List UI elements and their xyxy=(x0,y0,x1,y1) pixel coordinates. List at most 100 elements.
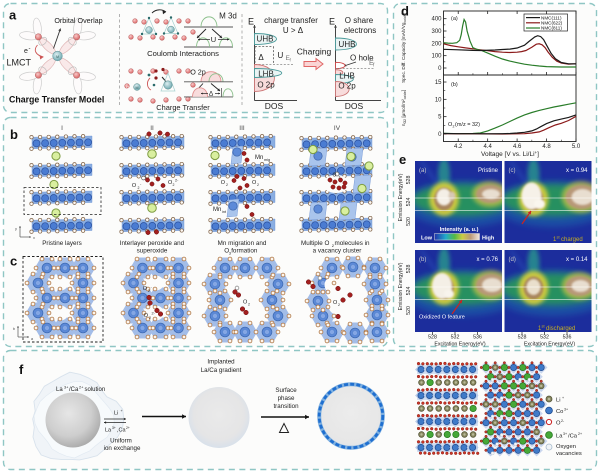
svg-text:M: M xyxy=(56,55,59,59)
svg-text:f: f xyxy=(290,58,292,63)
svg-text:NMC(811): NMC(811) xyxy=(541,26,562,31)
svg-text:528: 528 xyxy=(406,265,412,274)
svg-text:(a): (a) xyxy=(451,16,458,22)
svg-text:,Ca: ,Ca xyxy=(117,428,127,434)
svg-text:f: f xyxy=(373,63,375,69)
svg-text:(b): (b) xyxy=(451,82,458,88)
svg-text:I: I xyxy=(61,125,63,132)
svg-text:Mn migration and: Mn migration and xyxy=(218,240,267,247)
svg-text:2: 2 xyxy=(257,183,259,187)
svg-text:c: c xyxy=(10,254,17,269)
svg-text:-: - xyxy=(151,284,153,289)
svg-text:Implanted: Implanted xyxy=(207,359,235,366)
svg-text:UHB: UHB xyxy=(339,40,356,49)
svg-text:II: II xyxy=(150,125,154,132)
svg-text:Surface: Surface xyxy=(275,387,297,394)
svg-text:Co: Co xyxy=(556,409,563,415)
svg-text:IV: IV xyxy=(334,125,341,132)
svg-text:/Ca: /Ca xyxy=(69,387,79,393)
svg-text:E: E xyxy=(248,17,254,27)
svg-text:400: 400 xyxy=(431,17,442,23)
svg-text:2: 2 xyxy=(339,176,341,180)
svg-text:a: a xyxy=(9,8,17,23)
svg-text:4.4: 4.4 xyxy=(483,144,492,150)
svg-text:Uniform: Uniform xyxy=(110,438,132,445)
svg-text:2+: 2+ xyxy=(79,386,84,390)
svg-text:int: int xyxy=(222,210,227,214)
svg-text:O: O xyxy=(132,183,137,189)
svg-text:a vacancy cluster: a vacancy cluster xyxy=(313,248,362,255)
svg-text:4.6: 4.6 xyxy=(513,144,522,150)
svg-text:Charge Transfer: Charge Transfer xyxy=(156,103,210,112)
svg-text:Charge Transfer Model: Charge Transfer Model xyxy=(9,95,104,105)
svg-text:M: M xyxy=(136,86,139,90)
svg-text:charged: charged xyxy=(561,237,583,243)
svg-text:O: O xyxy=(221,180,226,186)
svg-text:High: High xyxy=(482,236,495,242)
svg-text:3+: 3+ xyxy=(64,386,69,390)
svg-text:LHB: LHB xyxy=(339,72,355,81)
svg-text:Excitation Energy(eV): Excitation Energy(eV) xyxy=(524,342,575,348)
svg-text:532: 532 xyxy=(451,335,460,341)
svg-text:520: 520 xyxy=(406,306,412,315)
svg-text:2: 2 xyxy=(453,125,455,129)
svg-text:x: x xyxy=(33,235,35,240)
svg-text:O hole: O hole xyxy=(350,54,374,63)
svg-text:200: 200 xyxy=(431,41,442,47)
svg-text:d: d xyxy=(401,4,409,19)
svg-text:(a): (a) xyxy=(419,168,426,174)
svg-text:solution: solution xyxy=(85,387,106,393)
svg-text:O: O xyxy=(252,180,257,186)
svg-text:(m/z = 32): (m/z = 32) xyxy=(455,122,480,128)
svg-text:UHB: UHB xyxy=(257,35,274,44)
svg-text:Spec. Diff. Capacity [mAh/Vgox: Spec. Diff. Capacity [mAh/Vgoxide] xyxy=(401,13,407,83)
svg-text:Intensity (a. u.): Intensity (a. u.) xyxy=(440,227,479,233)
svg-text:2-: 2- xyxy=(561,419,565,423)
svg-text:O: O xyxy=(224,248,229,255)
svg-text:2: 2 xyxy=(248,303,250,307)
svg-text:528: 528 xyxy=(428,335,437,341)
svg-text:O: O xyxy=(243,300,248,306)
svg-text:532: 532 xyxy=(540,335,549,341)
svg-text:charge transfer: charge transfer xyxy=(264,16,318,25)
svg-text:O share: O share xyxy=(345,16,374,25)
svg-text:electrons: electrons xyxy=(344,26,376,35)
svg-text:536: 536 xyxy=(563,335,572,341)
svg-text:O 2p: O 2p xyxy=(190,68,206,77)
svg-text:4.2: 4.2 xyxy=(454,144,463,150)
svg-text:discharged: discharged xyxy=(546,326,575,332)
svg-text:ion exchange: ion exchange xyxy=(104,445,141,452)
svg-text:formation: formation xyxy=(231,248,258,255)
svg-text:U > Δ: U > Δ xyxy=(283,26,304,35)
svg-text:Δ: Δ xyxy=(258,53,264,62)
svg-text:Pristine: Pristine xyxy=(478,168,499,174)
svg-text:Oxidized O feature: Oxidized O feature xyxy=(419,315,465,321)
svg-text:O: O xyxy=(556,421,561,427)
svg-text:Emission Energy(eV): Emission Energy(eV) xyxy=(398,262,404,310)
svg-text:O: O xyxy=(448,122,453,128)
svg-text:528: 528 xyxy=(406,176,412,185)
svg-text:Orbital Overlap: Orbital Overlap xyxy=(54,16,102,25)
svg-text:536: 536 xyxy=(473,335,482,341)
svg-text:+: + xyxy=(121,409,123,413)
svg-text:5: 5 xyxy=(438,115,442,121)
svg-text:528: 528 xyxy=(518,335,527,341)
svg-text:La: La xyxy=(105,428,112,434)
svg-text:O: O xyxy=(126,85,129,90)
svg-text:O 2p: O 2p xyxy=(257,81,275,90)
svg-text:La: La xyxy=(556,434,563,440)
svg-text:Charging: Charging xyxy=(297,47,332,57)
svg-text:y: y xyxy=(15,226,17,231)
svg-text:15: 15 xyxy=(435,80,442,86)
svg-text:st: st xyxy=(542,324,546,329)
svg-text:DOS: DOS xyxy=(345,101,364,111)
svg-text:O: O xyxy=(144,313,149,319)
svg-text:O: O xyxy=(143,286,148,292)
svg-text:2: 2 xyxy=(149,316,151,320)
svg-text:2: 2 xyxy=(138,186,140,190)
svg-text:O: O xyxy=(333,300,338,306)
svg-text:O: O xyxy=(333,173,337,179)
svg-text:3+: 3+ xyxy=(563,432,567,436)
svg-text:Li: Li xyxy=(114,411,118,417)
svg-text:3: 3 xyxy=(229,251,232,256)
